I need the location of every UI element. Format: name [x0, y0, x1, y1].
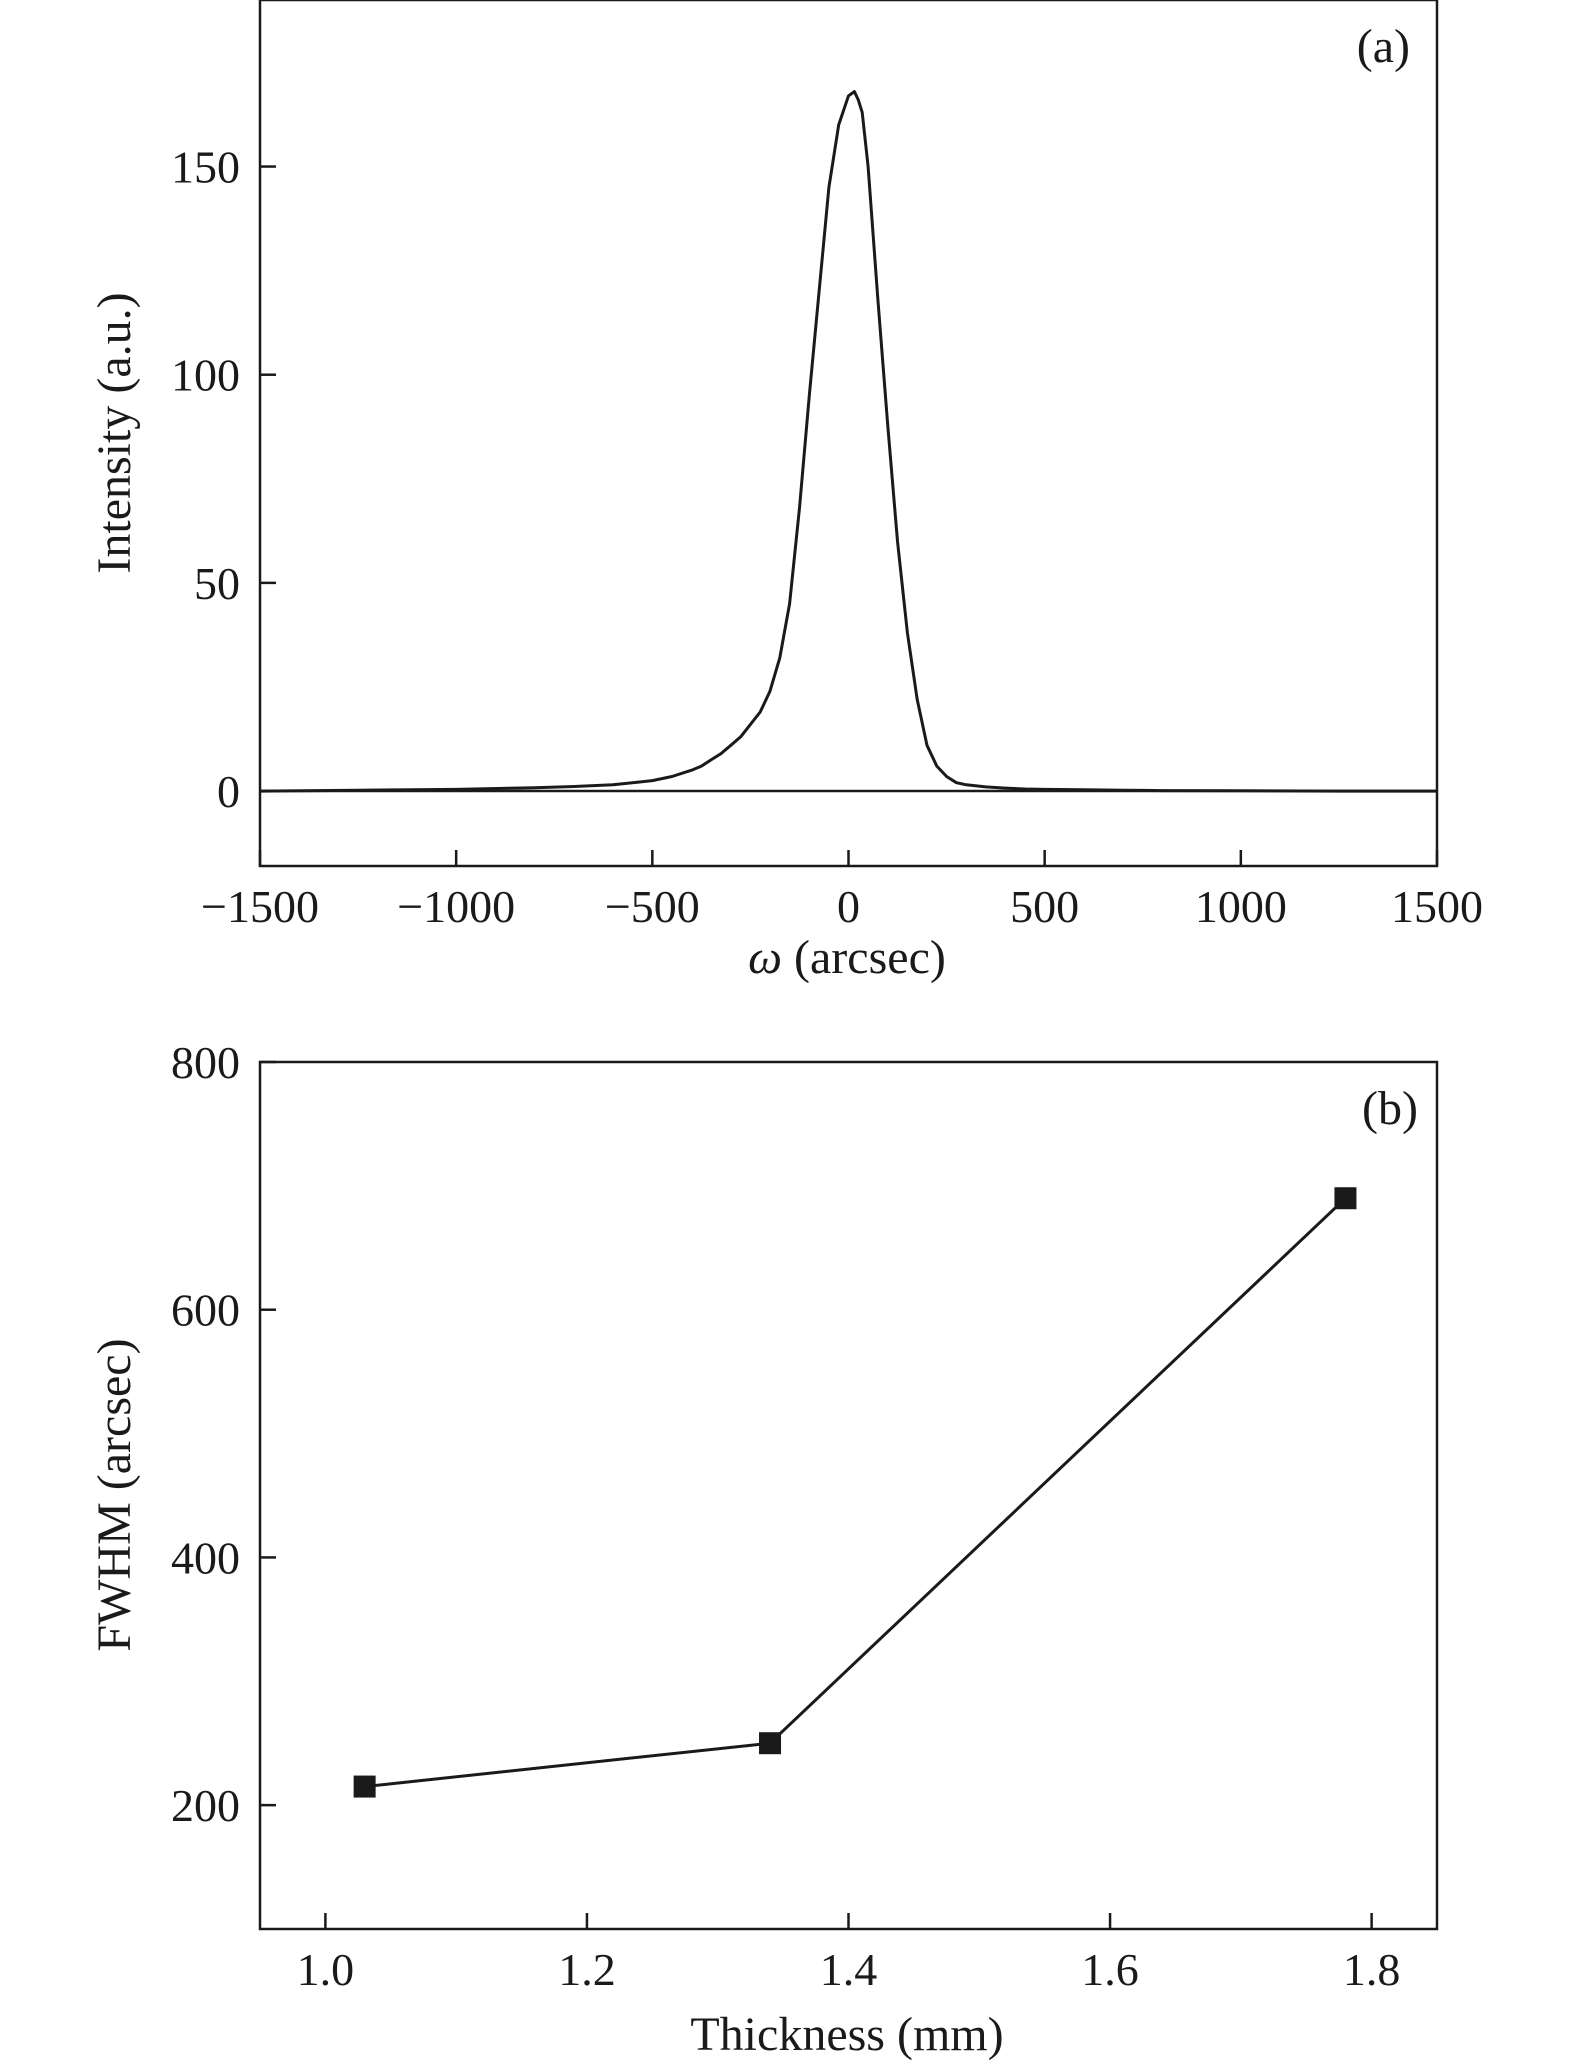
a-x-tick-label: −1000: [397, 881, 515, 932]
b-y-tick-label: 200: [171, 1780, 240, 1831]
b-x-tick-label: 1.0: [297, 1944, 355, 1995]
plot-frame-b: [258, 1060, 1439, 1931]
x-axis-title-a: ω (arcsec): [748, 931, 946, 984]
y-axis-ticks-a: 0 50 100 150: [171, 142, 276, 817]
b-y-tick-label: 400: [171, 1532, 240, 1583]
a-y-tick-label: 0: [217, 766, 240, 817]
a-x-tick-label: −500: [605, 881, 700, 932]
fwhm-data-point: [1334, 1187, 1357, 1210]
x-axis-ticks-a: −1500 −1000 −500 0 500 1000 1500: [201, 850, 1483, 932]
a-y-tick-label: 150: [171, 142, 240, 193]
panel-a-intensity-chart: −1500 −1000 −500 0 500 1000 1500 0 50 100 150 (a)…: [88, 0, 1483, 984]
a-y-tick-label: 100: [171, 350, 240, 401]
panel-b-fwhm-chart: 1.0 1.2 1.4 1.6 1.8 200 400 600 800 (b) Thickne…: [88, 1037, 1439, 2061]
y-axis-title-b: FWHM (arcsec): [88, 1338, 141, 1651]
b-y-tick-label: 800: [171, 1037, 240, 1088]
plot-frame-a: [258, 0, 1439, 868]
fwhm-data-point: [353, 1775, 376, 1798]
intensity-curve: [259, 90, 1437, 793]
fwhm-data-point: [759, 1732, 782, 1755]
a-x-tick-label: 0: [837, 881, 860, 932]
y-axis-ticks-b: 200 400 600 800: [171, 1037, 276, 1831]
b-x-tick-label: 1.6: [1081, 1944, 1139, 1995]
x-axis-title-b: Thickness (mm): [690, 2008, 1003, 2061]
fwhm-series-points: [353, 1187, 1357, 1798]
panel-label-a: (a): [1357, 20, 1410, 73]
a-y-tick-label: 50: [194, 558, 240, 609]
b-x-tick-label: 1.2: [558, 1944, 616, 1995]
panel-label-b: (b): [1362, 1082, 1418, 1135]
b-x-tick-label: 1.4: [820, 1944, 878, 1995]
a-x-tick-label: 1500: [1391, 881, 1483, 932]
x-axis-ticks-b: 1.0 1.2 1.4 1.6 1.8: [297, 1913, 1401, 1995]
fwhm-series-line: [364, 1197, 1347, 1789]
a-x-tick-label: −1500: [201, 881, 319, 932]
b-x-tick-label: 1.8: [1343, 1944, 1401, 1995]
a-x-tick-label: 500: [1010, 881, 1079, 932]
b-y-tick-label: 600: [171, 1285, 240, 1336]
a-x-tick-label: 1000: [1195, 881, 1287, 932]
y-axis-title-a: Intensity (a.u.): [88, 292, 141, 573]
